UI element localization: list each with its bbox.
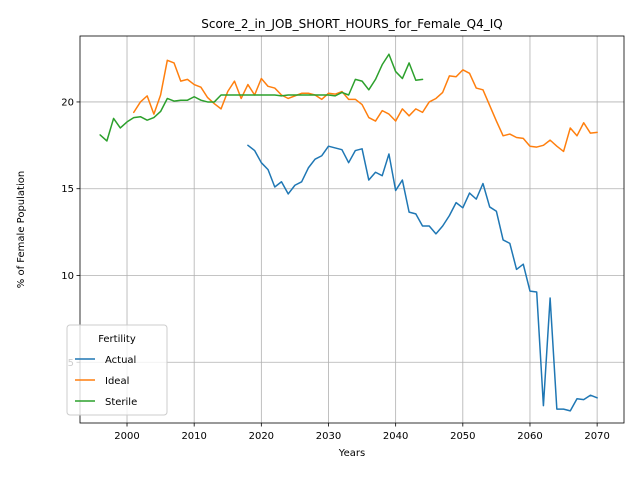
- series-line-sterile: [99, 53, 424, 142]
- gridlines: [80, 36, 624, 423]
- x-tick-label: 2040: [383, 431, 408, 442]
- y-axis-label: % of Female Population: [16, 171, 27, 288]
- series-lines: [99, 53, 598, 412]
- x-tick-label: 2050: [450, 431, 475, 442]
- x-tick-label: 2000: [114, 431, 139, 442]
- y-tick-label: 20: [61, 97, 74, 108]
- legend-label-sterile: Sterile: [105, 397, 137, 408]
- plot-frame: [79, 35, 625, 424]
- series-line-actual: [247, 144, 598, 412]
- x-tick-label: 2070: [584, 431, 609, 442]
- chart-title: Score_2_in_JOB_SHORT_HOURS_for_Female_Q4…: [201, 17, 502, 31]
- series-line-ideal: [132, 59, 598, 153]
- y-tick-label: 10: [61, 271, 74, 282]
- legend-title: Fertility: [98, 334, 136, 345]
- axis-ticks: 200020102020203020402050206020705101520: [61, 97, 610, 442]
- x-tick-label: 2010: [181, 431, 206, 442]
- legend-box: [66, 324, 168, 416]
- x-tick-label: 2060: [517, 431, 542, 442]
- legend-label-actual: Actual: [105, 355, 136, 366]
- x-axis-label: Years: [338, 448, 365, 459]
- x-tick-label: 2030: [316, 431, 341, 442]
- legend: Fertility Actual Ideal Sterile: [66, 324, 168, 416]
- legend-label-ideal: Ideal: [105, 376, 129, 387]
- x-tick-label: 2020: [249, 431, 274, 442]
- legend-items: Actual Ideal Sterile: [75, 355, 137, 408]
- y-tick-label: 15: [61, 184, 74, 195]
